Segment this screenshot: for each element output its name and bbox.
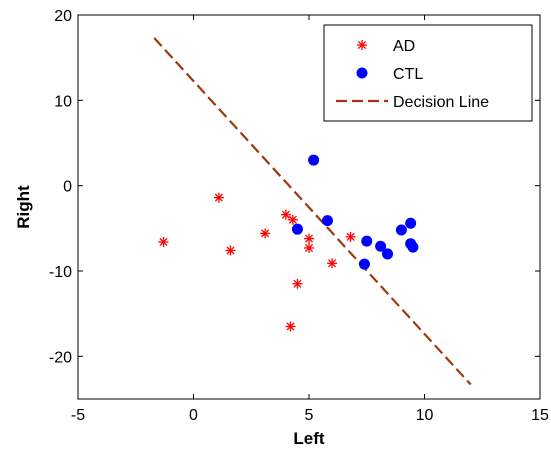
ad-point	[260, 228, 271, 239]
ad-point	[280, 209, 291, 220]
ctl-point	[358, 258, 370, 270]
legend-ad-asterisk	[357, 40, 367, 50]
ad-point	[225, 245, 236, 256]
ad-point	[304, 233, 314, 244]
legend-ad-label: AD	[393, 38, 415, 55]
decision-line	[153, 37, 472, 386]
ctl-point	[375, 240, 387, 252]
x-tick-label: 0	[189, 407, 198, 424]
ad-point	[285, 321, 296, 332]
ad-point	[213, 192, 224, 203]
legend-ctl-marker	[356, 67, 368, 79]
y-tick-label: 20	[54, 8, 72, 25]
ctl-point	[291, 223, 303, 235]
x-tick-label: -5	[71, 407, 85, 424]
x-tick-label: 10	[416, 407, 434, 424]
y-tick-label: -10	[49, 264, 72, 281]
ctl-point	[321, 215, 333, 227]
legend: AD CTL Decision Line	[323, 24, 533, 122]
x-tick-label: 5	[305, 407, 314, 424]
data-layer	[153, 37, 472, 386]
y-tick-label: 10	[54, 93, 72, 110]
x-tick-label: 15	[531, 407, 549, 424]
y-axis-label: Right	[14, 185, 33, 229]
ad-point	[345, 231, 356, 242]
ctl-point	[308, 154, 320, 166]
legend-decision-line-label: Decision Line	[393, 94, 489, 111]
x-axis-label: Left	[293, 429, 325, 448]
ctl-point	[361, 235, 373, 247]
legend-ctl-dot	[356, 67, 368, 79]
ad-point	[287, 214, 298, 225]
ctl-point	[395, 224, 407, 236]
ad-point	[327, 258, 338, 269]
ad-point	[158, 236, 169, 247]
y-tick-label: -20	[49, 349, 72, 366]
axes: -5 0 5 10 15 -20 -10 0 10 20	[49, 8, 549, 424]
ad-point	[292, 278, 303, 289]
y-tick-label: 0	[63, 179, 72, 196]
legend-ctl-label: CTL	[393, 66, 423, 83]
legend-ad-marker	[357, 40, 367, 50]
ctl-point	[382, 248, 394, 260]
ctl-point	[407, 241, 419, 253]
ctl-point	[405, 217, 417, 229]
ad-point	[304, 242, 314, 253]
